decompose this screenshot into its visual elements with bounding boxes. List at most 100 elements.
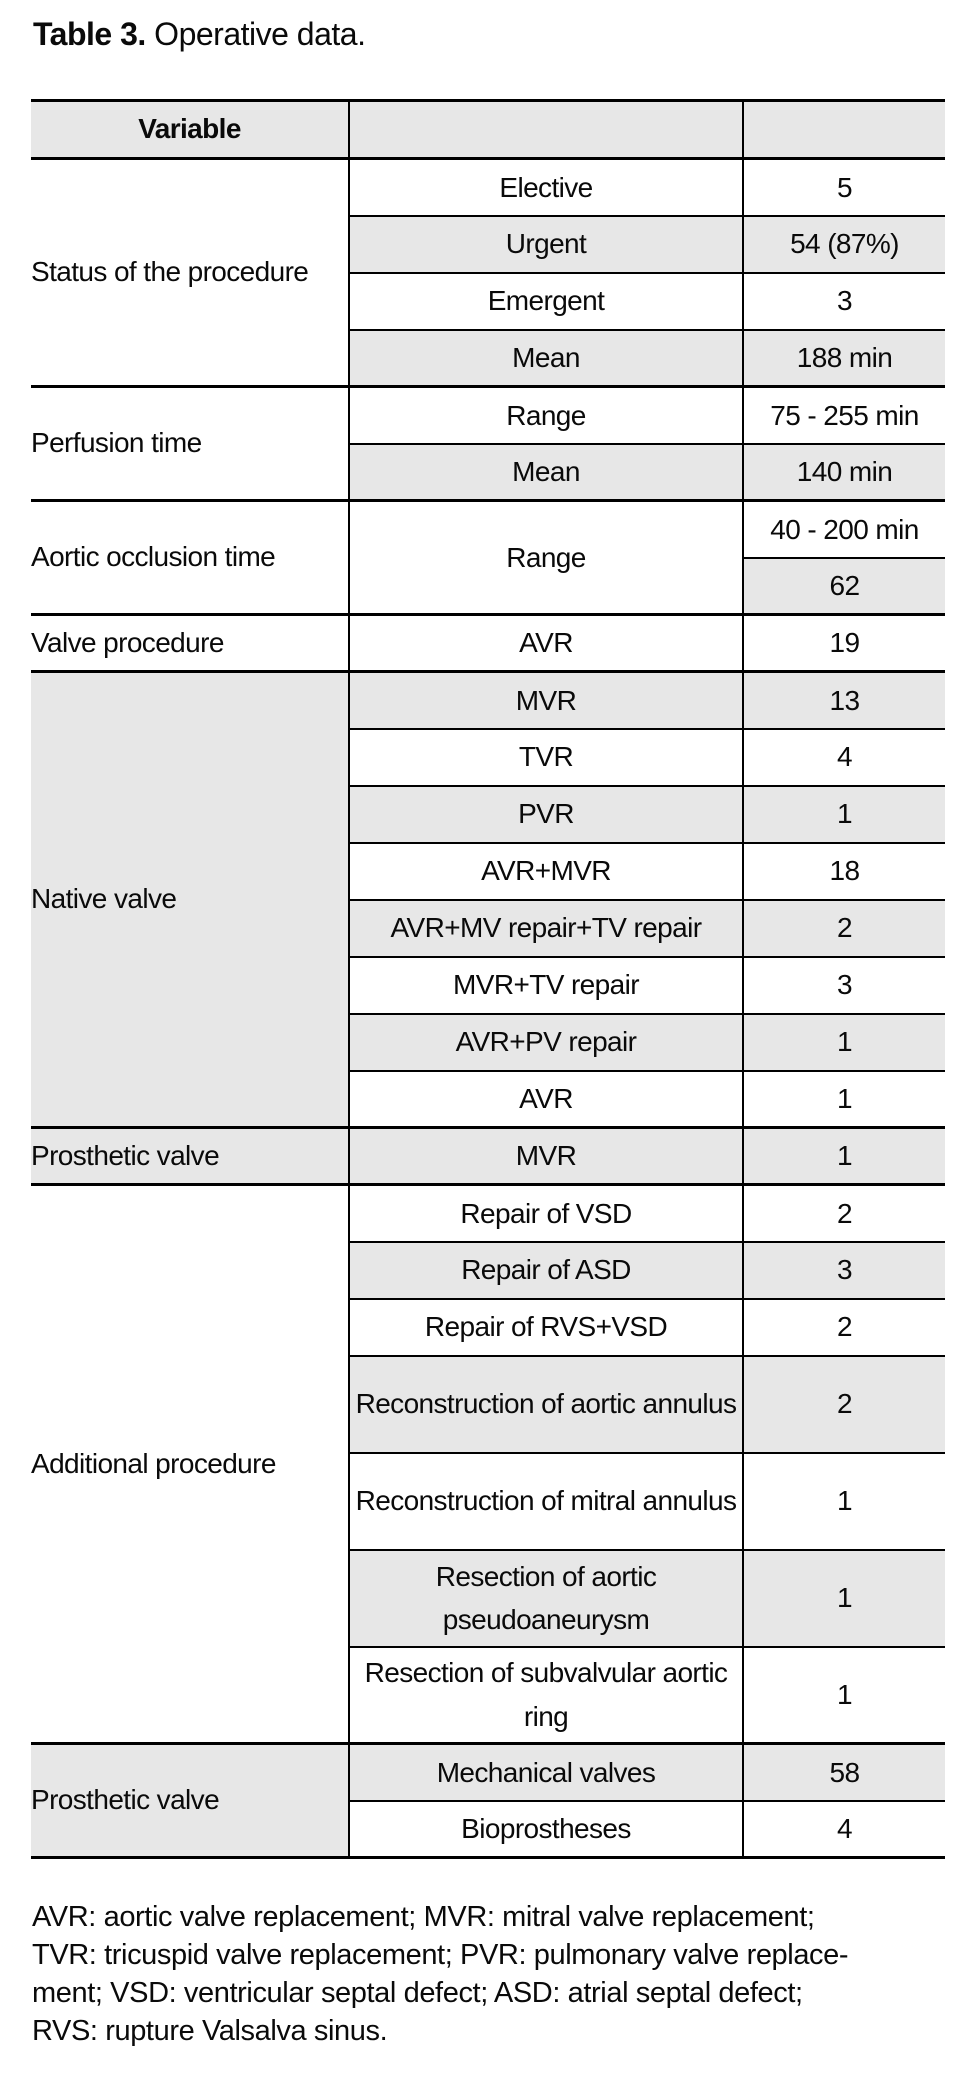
item-cell: Repair of RVS+VSD — [349, 1297, 744, 1356]
value-cell: 3 — [743, 955, 945, 1014]
value-cell: 2 — [743, 898, 945, 957]
table-row: Bioprostheses 4 — [31, 1799, 945, 1858]
table-row: Status of the procedure Elective 5 — [31, 157, 945, 387]
value-cell: 62 — [743, 556, 945, 615]
group-label-cell: Prosthetic valve — [31, 1742, 350, 1858]
item-cell: MVR+TV repair — [349, 955, 744, 1014]
table-number: Table 3. — [33, 16, 146, 52]
table-row: Resection of aortic pseudoaneurysm 1 — [31, 1548, 945, 1647]
item-cell: Range — [349, 385, 744, 444]
table-row: AVR+MV repair+TV repair 2 — [31, 898, 945, 957]
group-label-cell: Aortic occlusion time — [31, 499, 350, 615]
value-cell: 1 — [743, 1548, 945, 1647]
item-cell: PVR — [349, 784, 744, 843]
value-cell: 1 — [743, 1451, 945, 1550]
value-cell: 1 — [743, 1126, 945, 1185]
item-cell: Mean — [349, 328, 744, 387]
footnote-line: RVS: rupture Valsalva sinus. — [32, 2015, 388, 2047]
value-cell: 2 — [743, 1183, 945, 1242]
item-cell: Reconstruction of aortic annulus — [349, 1354, 744, 1453]
item-cell: Urgent — [349, 214, 744, 273]
item-cell: Mechanical valves — [349, 1742, 744, 1801]
group-label-cell: Valve procedure — [31, 613, 350, 672]
value-cell: 13 — [743, 670, 945, 729]
table-body: Status of the procedure Elective 5 Urgent 54… — [31, 157, 945, 1858]
value-cell: 75 - 255 min — [743, 385, 945, 444]
table-row: TVR 4 — [31, 727, 945, 786]
value-cell: 18 — [743, 841, 945, 900]
table-row: Prosthetic valve MVR 1 — [31, 1126, 945, 1185]
value-cell: 3 — [743, 1240, 945, 1299]
table-row: Emergent 3 — [31, 271, 945, 330]
table-row: Reconstruction of aortic annulus 2 — [31, 1354, 945, 1453]
item-cell: AVR+PV repair — [349, 1012, 744, 1071]
value-cell: 2 — [743, 1354, 945, 1453]
item-cell: Elective — [349, 157, 744, 216]
table-title: Table 3. Operative data. — [33, 16, 366, 53]
value-cell: 5 — [743, 157, 945, 216]
footnote-line: AVR: aortic valve replacement; MVR: mitr… — [32, 1901, 815, 1933]
item-cell: Resection of aortic pseudoaneurysm — [349, 1548, 744, 1647]
value-cell: 2 — [743, 1297, 945, 1356]
header-row: Variable — [31, 100, 945, 160]
table-row: Resection of subvalvular aortic ring 1 — [31, 1645, 945, 1744]
item-cell: Reconstruction of mitral annulus — [349, 1451, 744, 1550]
table-row: AVR+MVR 18 — [31, 841, 945, 900]
table-row: Native valve MVR 13 — [31, 670, 945, 1128]
value-cell: 58 — [743, 1742, 945, 1801]
value-cell: 19 — [743, 613, 945, 672]
item-cell: TVR — [349, 727, 744, 786]
table-row: Additional procedure Repair of VSD 2 — [31, 1183, 945, 1744]
value-cell: 1 — [743, 1069, 945, 1128]
item-cell: Resection of subvalvular aortic ring — [349, 1645, 744, 1744]
table-row: Perfusion time Range 75 - 255 min — [31, 385, 945, 501]
footnote-line: TVR: tricuspid valve replacement; PVR: p… — [32, 1939, 849, 1971]
table-row: Repair of RVS+VSD 2 — [31, 1297, 945, 1356]
value-cell: 1 — [743, 1645, 945, 1744]
value-cell: 188 min — [743, 328, 945, 387]
table-row: 62 — [31, 556, 945, 615]
table-row: PVR 1 — [31, 784, 945, 843]
value-cell: 4 — [743, 727, 945, 786]
header-cell-variable: Variable — [31, 100, 350, 160]
table-row: Urgent 54 (87%) — [31, 214, 945, 273]
item-cell: MVR — [349, 1126, 744, 1185]
value-cell: 40 - 200 min — [743, 499, 945, 558]
item-cell: Bioprostheses — [349, 1799, 744, 1858]
group-label-cell: Additional procedure — [31, 1183, 350, 1744]
footnote-line: ment; VSD: ventricular septal defect; AS… — [32, 1977, 803, 2009]
group-label-cell: Prosthetic valve — [31, 1126, 350, 1185]
table-row: Repair of ASD 3 — [31, 1240, 945, 1299]
item-cell-merged: Range — [349, 499, 744, 615]
table-header: Variable — [31, 100, 945, 160]
header-cell-value — [743, 100, 945, 160]
item-cell: AVR+MVR — [349, 841, 744, 900]
group-label-cell: Perfusion time — [31, 385, 350, 501]
table-footnote: AVR: aortic valve replacement; MVR: mitr… — [32, 1898, 952, 2050]
item-cell: AVR — [349, 1069, 744, 1128]
value-cell: 1 — [743, 1012, 945, 1071]
group-label-cell: Status of the procedure — [31, 157, 350, 387]
item-cell: MVR — [349, 670, 744, 729]
table-row: AVR+PV repair 1 — [31, 1012, 945, 1071]
header-cell-item — [349, 100, 744, 160]
item-cell: Mean — [349, 442, 744, 501]
table-row: MVR+TV repair 3 — [31, 955, 945, 1014]
value-cell: 54 (87%) — [743, 214, 945, 273]
table-row: Aortic occlusion time Range 40 - 200 min — [31, 499, 945, 615]
item-cell: Repair of VSD — [349, 1183, 744, 1242]
table-row: Reconstruction of mitral annulus 1 — [31, 1451, 945, 1550]
table-row: Valve procedure AVR 19 — [31, 613, 945, 672]
value-cell: 140 min — [743, 442, 945, 501]
item-cell: Emergent — [349, 271, 744, 330]
table-row: Mean 140 min — [31, 442, 945, 501]
item-cell: Repair of ASD — [349, 1240, 744, 1299]
table-row: Mean 188 min — [31, 328, 945, 387]
table-row: Prosthetic valve Mechanical valves 58 — [31, 1742, 945, 1858]
item-cell: AVR — [349, 613, 744, 672]
operative-data-table: Variable Status of the procedure Elective… — [31, 99, 945, 1859]
item-cell: AVR+MV repair+TV repair — [349, 898, 744, 957]
value-cell: 4 — [743, 1799, 945, 1858]
value-cell: 1 — [743, 784, 945, 843]
